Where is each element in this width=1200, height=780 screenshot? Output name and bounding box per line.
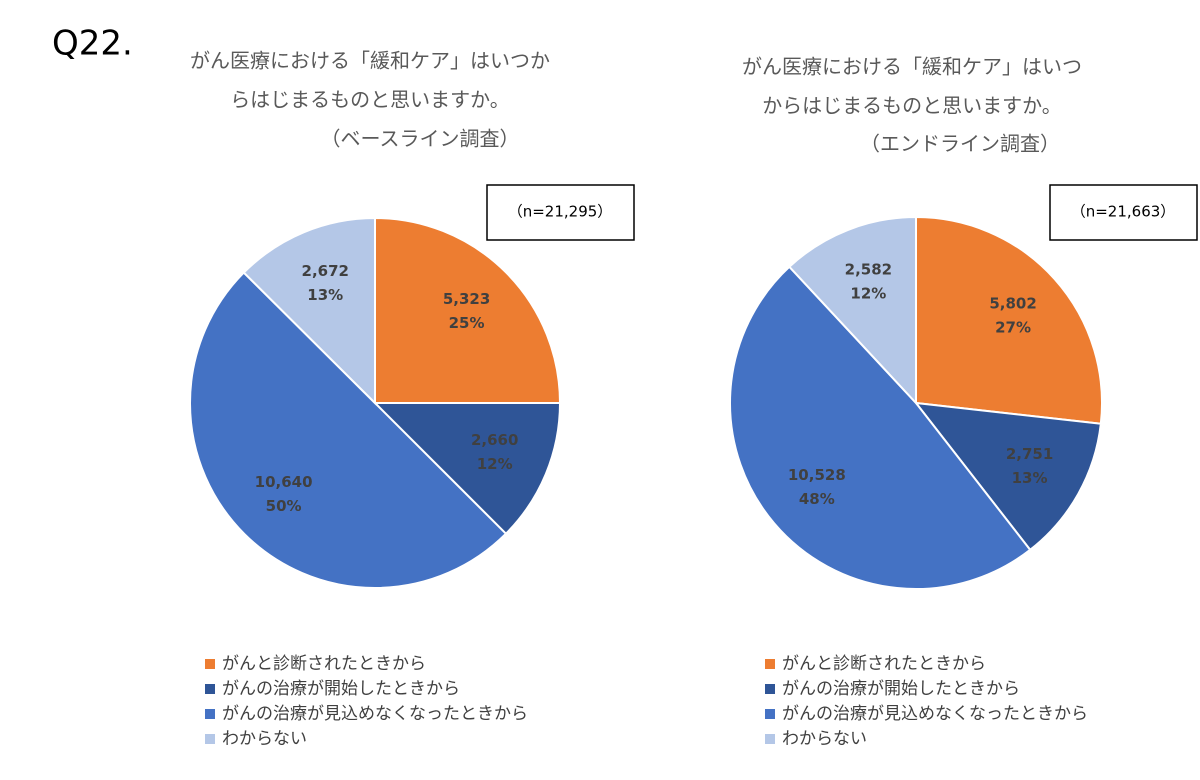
percent-label: 25% (449, 314, 485, 332)
value-label: 2,672 (302, 262, 349, 280)
legend-label: わからない (222, 729, 307, 749)
pie-slice (787, 215, 917, 406)
chart-title: がん医療における「緩和ケア」はいつ (742, 55, 1082, 79)
chart-subtitle: （ベースライン調査） (321, 127, 520, 151)
chart-title: らはじまるものと思いますか。 (230, 88, 510, 112)
pie-slice (372, 401, 562, 536)
sample-size-box (486, 184, 635, 241)
legend-swatch (765, 659, 775, 669)
legend-label: がんの治療が開始したときから (222, 679, 460, 699)
pie-slice (242, 216, 376, 406)
pie-slice (374, 216, 562, 405)
value-label: 10,640 (255, 473, 313, 491)
pie-slice (915, 215, 1103, 425)
percent-label: 13% (307, 286, 343, 304)
legend-label: わからない (782, 729, 867, 749)
legend-label: がんと診断されたときから (222, 654, 426, 674)
legend-swatch (765, 684, 775, 694)
heading: Q22. (52, 24, 133, 64)
value-label: 2,751 (1006, 445, 1053, 463)
chart-title: からはじまるものと思いますか。 (762, 94, 1062, 118)
value-label: 2,660 (471, 431, 518, 449)
pie-slice (189, 271, 508, 589)
value-label: 2,582 (845, 260, 892, 278)
chart-title: がん医療における「緩和ケア」はいつか (190, 49, 550, 73)
value-label: 5,323 (443, 290, 490, 308)
legend-swatch (205, 734, 215, 744)
legend-label: がんの治療が見込めなくなったときから (782, 704, 1088, 724)
legend-label: がんと診断されたときから (782, 654, 986, 674)
pie-slice (913, 401, 1102, 552)
percent-label: 12% (850, 284, 886, 302)
sample-size: （n=21,663） (1071, 203, 1176, 221)
value-label: 10,528 (788, 466, 846, 484)
legend-swatch (205, 684, 215, 694)
legend-swatch (205, 709, 215, 719)
chart-subtitle: （エンドライン調査） (860, 132, 1060, 156)
percent-label: 12% (477, 455, 513, 473)
percent-label: 48% (799, 490, 835, 508)
legend-swatch (765, 734, 775, 744)
percent-label: 13% (1012, 469, 1048, 487)
percent-label: 27% (995, 319, 1031, 337)
legend-label: がんの治療が開始したときから (782, 679, 1020, 699)
pie-slice (729, 265, 1032, 591)
percent-label: 50% (266, 497, 302, 515)
sample-size: （n=21,295） (508, 203, 613, 221)
sample-size-box (1049, 184, 1198, 241)
value-label: 5,802 (989, 295, 1036, 313)
legend-swatch (205, 659, 215, 669)
legend-swatch (765, 709, 775, 719)
legend-label: がんの治療が見込めなくなったときから (222, 704, 528, 724)
